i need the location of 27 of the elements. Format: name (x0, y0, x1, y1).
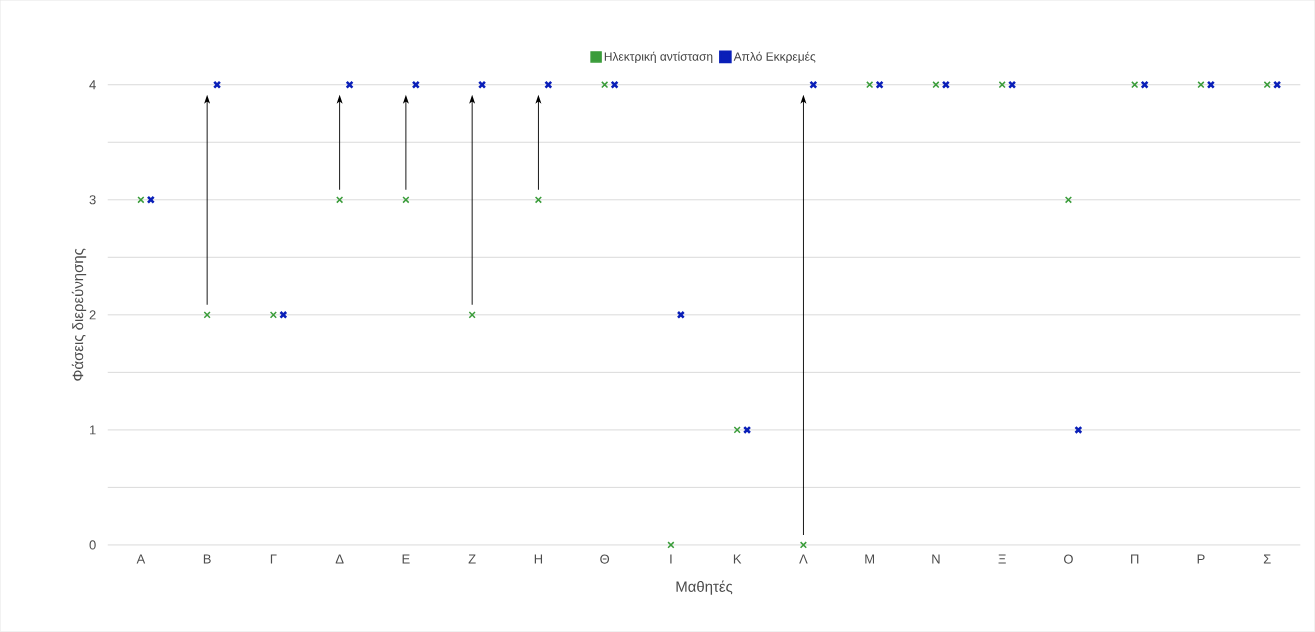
x-tick-label: Θ (600, 554, 610, 564)
y-tick-label: 3 (89, 195, 96, 205)
x-tick-label: Π (1131, 554, 1139, 564)
y-axis-title: Φάσεις διερεύνησης (71, 248, 87, 381)
x-tick-label: Δ (335, 554, 344, 564)
y-tick-label: 0 (89, 540, 96, 550)
x-tick-label: Η (534, 554, 543, 564)
legend-label: Απλό Εκκρεμές (733, 51, 816, 64)
x-axis-title: Μαθητές (676, 580, 733, 596)
y-tick-label: 4 (89, 80, 96, 90)
x-tick-label: Ρ (1197, 554, 1205, 564)
x-tick-label: Σ (1263, 554, 1271, 564)
x-tick-label: Ξ (998, 554, 1006, 564)
x-tick-label: Ν (932, 554, 940, 564)
x-tick-label: Κ (733, 554, 742, 564)
x-tick-label: Μ (865, 554, 875, 564)
x-tick-label: Λ (799, 554, 808, 564)
x-tick-label: Ε (402, 554, 410, 564)
y-tick-label: 2 (89, 310, 96, 320)
x-tick-label: Α (136, 554, 146, 564)
x-tick-label: Γ (270, 554, 277, 564)
y-tick-label: 1 (90, 425, 96, 435)
x-tick-label: Ο (1064, 554, 1073, 564)
x-tick-label: Ι (670, 554, 672, 564)
x-tick-label: Β (203, 554, 211, 564)
x-tick-label: Ζ (468, 554, 476, 564)
legend-label: Ηλεκτρική αντίσταση (604, 51, 713, 64)
